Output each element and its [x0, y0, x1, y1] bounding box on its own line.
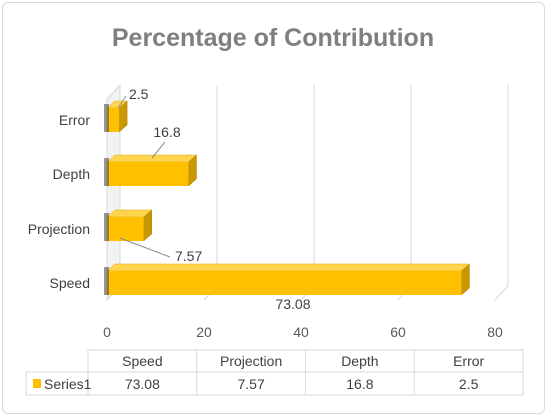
bars — [104, 100, 471, 296]
table-value-cell: 73.08 — [125, 376, 160, 392]
chart-frame — [2, 2, 545, 414]
category-label: Depth — [53, 166, 90, 182]
bar-shadow — [104, 158, 109, 186]
x-tick-label: 60 — [390, 324, 406, 340]
chart-title: Percentage of Contribution — [112, 24, 434, 52]
legend-key — [33, 379, 41, 388]
table-value-cell: 7.57 — [238, 376, 265, 392]
table-header-cell: Projection — [220, 353, 282, 369]
table-value-cell: 16.8 — [346, 376, 373, 392]
leader-line — [119, 237, 171, 258]
legend-series-name: Series1 — [44, 376, 92, 392]
table-header-cell: Depth — [341, 353, 378, 369]
data-table: Speed 73.08 Projection 7.57 Depth 16.8 Error 2.… — [25, 349, 524, 396]
table-value-cell: 2.5 — [459, 376, 479, 392]
data-label-depth: 16.8 — [153, 124, 180, 140]
data-label-speed: 73.08 — [275, 296, 310, 312]
data-label-error: 2.5 — [129, 86, 149, 102]
bar-depth — [104, 154, 198, 187]
x-tick-label: 80 — [487, 324, 503, 340]
data-label-projection: 7.57 — [175, 248, 202, 264]
bar-shadow — [104, 104, 109, 132]
x-tick-label: 40 — [293, 324, 309, 340]
bar-shadow — [104, 267, 109, 295]
x-tick-label: 20 — [196, 324, 212, 340]
bar-projection — [104, 209, 153, 242]
bar-top-face — [106, 263, 471, 272]
bar-front-face — [107, 217, 144, 241]
category-label: Error — [59, 112, 90, 128]
leader-line — [151, 141, 166, 159]
category-label: Speed — [50, 275, 90, 291]
category-labels: Speed Projection Depth Error — [28, 112, 91, 291]
data-labels: 73.08 7.57 16.8 2.5 — [117, 86, 311, 312]
bar-top-face — [106, 154, 198, 163]
table-header-cell: Error — [453, 353, 484, 369]
table-row-border — [25, 371, 524, 396]
table-header-cell: Speed — [122, 353, 162, 369]
gridline — [494, 85, 509, 301]
category-label: Projection — [28, 221, 90, 237]
bar-front-face — [107, 271, 462, 295]
bar-error — [104, 100, 128, 133]
bar-front-face — [107, 108, 120, 132]
bar-speed — [104, 263, 471, 296]
bar-front-face — [107, 162, 189, 186]
x-tick-label: 0 — [103, 324, 111, 340]
bar-shadow — [104, 213, 109, 241]
axis-ticks: 0 20 40 60 80 — [103, 324, 503, 340]
leader-line — [117, 95, 127, 109]
